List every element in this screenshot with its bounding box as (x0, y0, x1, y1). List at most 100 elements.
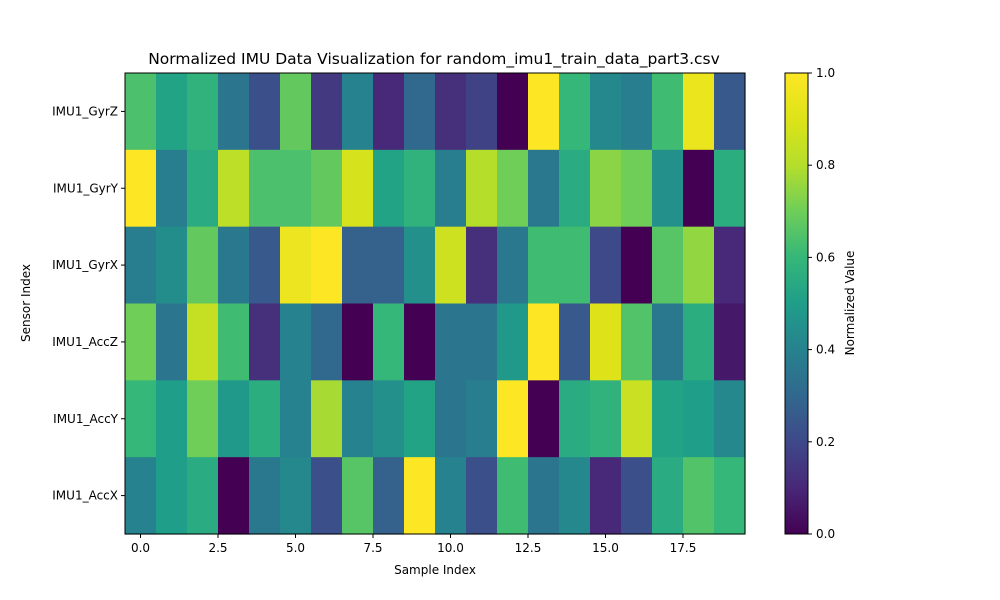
x-tick-label: 10.0 (437, 541, 464, 555)
heatmap-cell (435, 226, 467, 305)
y-tick-label: IMU1_GyrY (53, 181, 119, 195)
plot-frame (124, 72, 746, 535)
x-axis-ticks: 0.0 2.5 5.0 7.5 10.0 12.5 15.0 17.5 (131, 534, 696, 555)
heatmap-cell (466, 303, 498, 381)
heatmap-cell (435, 457, 467, 535)
x-tick-label: 7.5 (363, 541, 382, 555)
y-tick-label: IMU1_AccX (52, 489, 118, 503)
heatmap-cell (435, 149, 467, 228)
heatmap-cell (311, 380, 343, 458)
colorbar-ticks: 0.0 0.2 0.4 0.6 0.8 1.0 (808, 66, 835, 541)
heatmap-cell (528, 303, 560, 381)
colorbar-tick-label: 0.6 (816, 250, 835, 264)
heatmap-cell (218, 73, 250, 151)
heatmap-cell (435, 73, 467, 151)
heatmap-cell (683, 303, 715, 381)
heatmap-cell (311, 457, 343, 535)
heatmap-cell (280, 226, 312, 305)
heatmap-cell (125, 457, 157, 535)
heatmap-cell (311, 149, 343, 228)
heatmap-cell (497, 226, 529, 305)
heatmap-cell (404, 457, 436, 535)
heatmap-cell (404, 303, 436, 381)
colorbar-tick-label: 0.0 (816, 527, 835, 541)
y-tick-label: IMU1_GyrZ (52, 104, 118, 118)
heatmap-cell (559, 226, 591, 305)
heatmap-cell (249, 380, 281, 458)
heatmap-cell (311, 303, 343, 381)
heatmap-cell (466, 457, 498, 535)
heatmap-cell (683, 226, 715, 305)
heatmap-cell (187, 303, 219, 381)
heatmap-cell (528, 226, 560, 305)
heatmap-cell (714, 303, 746, 381)
heatmap-cell (714, 226, 746, 305)
heatmap-cell (125, 73, 157, 151)
heatmap-cell (280, 457, 312, 535)
heatmap-cell (714, 73, 746, 151)
heatmap-cell (621, 73, 653, 151)
colorbar-tick-label: 0.2 (816, 435, 835, 449)
heatmap-cell (652, 226, 684, 305)
heatmap-cell (590, 457, 622, 535)
heatmap-cell (404, 73, 436, 151)
heatmap-cell (559, 73, 591, 151)
heatmap-cell (435, 303, 467, 381)
y-tick-label: IMU1_GyrX (52, 258, 118, 272)
heatmap-cell (497, 457, 529, 535)
heatmap-cell (404, 149, 436, 228)
heatmap-cell (528, 380, 560, 458)
heatmap-cell (621, 457, 653, 535)
heatmap-cell (373, 73, 405, 151)
heatmap-cell (466, 73, 498, 151)
heatmap-cell (342, 457, 374, 535)
heatmap-cell (714, 380, 746, 458)
heatmap-cells (125, 73, 746, 535)
heatmap-cell (187, 380, 219, 458)
heatmap-cell (621, 303, 653, 381)
heatmap-cell (218, 457, 250, 535)
heatmap-cell (311, 73, 343, 151)
heatmap-cell (249, 149, 281, 228)
heatmap-cell (559, 303, 591, 381)
y-axis-ticks: IMU1_GyrZ IMU1_GyrY IMU1_GyrX IMU1_AccZ IMU1… (52, 104, 125, 503)
heatmap-cell (125, 226, 157, 305)
heatmap-cell (559, 380, 591, 458)
chart-title: Normalized IMU Data Visualization for ra… (148, 50, 720, 69)
heatmap-cell (497, 149, 529, 228)
heatmap-cell (218, 149, 250, 228)
heatmap-cell (156, 73, 188, 151)
heatmap-cell (311, 226, 343, 305)
heatmap-cell (249, 303, 281, 381)
heatmap-cell (683, 73, 715, 151)
heatmap-cell (125, 380, 157, 458)
heatmap-cell (156, 149, 188, 228)
x-tick-label: 15.0 (592, 541, 619, 555)
x-tick-label: 17.5 (670, 541, 697, 555)
heatmap-cell (590, 149, 622, 228)
heatmap-cell (218, 303, 250, 381)
heatmap-cell (683, 380, 715, 458)
colorbar-tick-label: 1.0 (816, 66, 835, 80)
heatmap-cell (187, 149, 219, 228)
heatmap-cell (218, 226, 250, 305)
heatmap-cell (714, 457, 746, 535)
heatmap-cell (590, 226, 622, 305)
heatmap-cell (187, 457, 219, 535)
heatmap-cell (156, 303, 188, 381)
heatmap-cell (342, 303, 374, 381)
heatmap-cell (373, 149, 405, 228)
heatmap-cell (652, 73, 684, 151)
x-tick-label: 5.0 (286, 541, 305, 555)
heatmap-cell (590, 380, 622, 458)
heatmap-cell (280, 303, 312, 381)
heatmap-cell (342, 380, 374, 458)
heatmap-cell (714, 149, 746, 228)
heatmap-cell (528, 457, 560, 535)
heatmap-cell (559, 457, 591, 535)
heatmap-cell (497, 73, 529, 151)
heatmap-cell (466, 149, 498, 228)
heatmap-cell (280, 149, 312, 228)
heatmap-cell (590, 303, 622, 381)
heatmap-cell (280, 73, 312, 151)
